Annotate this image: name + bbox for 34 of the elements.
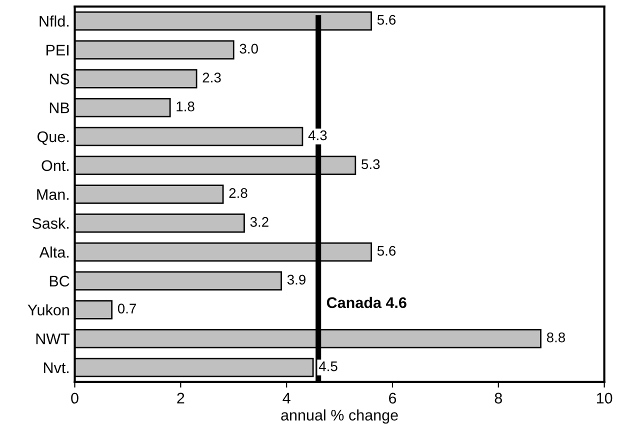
y-tick-label: Man. [37, 189, 69, 200]
x-tick-label: 8 [494, 392, 502, 404]
x-axis-title: annual % change [281, 409, 398, 424]
x-tick-label: 2 [177, 392, 184, 404]
y-tick-label: Que. [38, 131, 69, 145]
data-label: 2.3 [202, 72, 221, 82]
y-tick-label: NB [50, 102, 70, 114]
y-tick-label: Sask. [32, 218, 69, 229]
data-label: 3.0 [240, 44, 258, 54]
data-label: 5.3 [362, 159, 380, 170]
ref-line-label: Canada 4.6 [326, 296, 406, 308]
x-tick-label: 10 [596, 392, 612, 404]
data-label: 1.8 [176, 102, 194, 112]
x-tick-label: 6 [389, 392, 396, 404]
data-label: 8.8 [546, 332, 566, 342]
data-label: 2.8 [229, 188, 248, 198]
data-label: 5.6 [377, 246, 396, 256]
y-tick-label: Yukon [28, 304, 69, 316]
y-tick-label: PEI [46, 44, 68, 56]
data-label: 3.2 [250, 217, 268, 227]
x-tick-label: 4 [282, 392, 290, 404]
data-label: 3.9 [287, 274, 306, 285]
y-tick-label: NS [50, 74, 70, 84]
data-label: 4.5 [318, 362, 338, 372]
y-tick-label: Nvt. [44, 362, 69, 374]
y-tick-label: Alta. [39, 246, 69, 258]
y-tick-label: BC [50, 276, 70, 287]
x-tick-label: 0 [71, 392, 78, 404]
y-tick-label: Ont. [42, 160, 69, 172]
data-label: 4.3 [308, 130, 327, 140]
data-label: 0.7 [118, 304, 136, 314]
data-label: 5.6 [377, 14, 396, 25]
y-tick-label: NWT [36, 334, 70, 344]
y-tick-label: Nfld. [40, 15, 69, 27]
